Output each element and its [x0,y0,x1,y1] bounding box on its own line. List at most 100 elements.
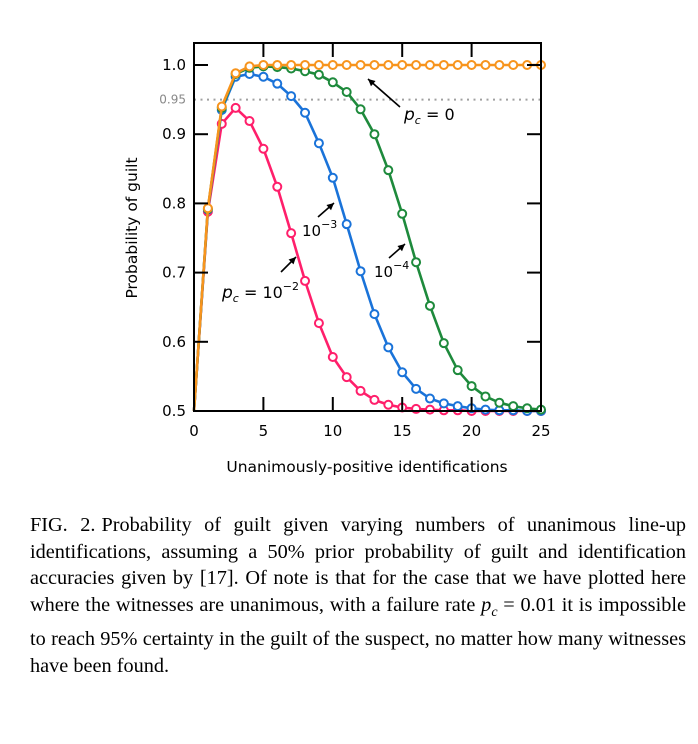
arrow-icon [367,78,401,108]
anno-var: p [403,105,415,125]
data-point [397,60,408,70]
data-point [480,404,491,415]
y-tick-label: 0.9 [162,125,186,143]
data-point [438,398,449,409]
data-point [508,60,519,70]
y-axis-title: Probability of guilt [123,157,141,298]
data-point [424,393,435,404]
caption-math-eq: = 0.01 [497,593,556,616]
annotation-label: pc = 0 [403,105,455,127]
x-tick-label: 15 [393,422,412,440]
y-tick-label: 0.5 [162,402,186,420]
x-tick-label: 10 [323,422,342,440]
data-point [258,60,269,70]
data-point [369,129,380,140]
annotation-pc-10-4: 10−4 [374,243,409,281]
plot-frame [193,42,542,412]
y-tick-label: 0.7 [162,264,186,282]
data-point [230,102,241,113]
y-tick-label: 1.0 [162,56,186,74]
data-point [480,391,491,402]
arrow-head-icon [397,244,405,252]
data-point [383,60,394,70]
data-point [300,60,311,70]
data-point [244,61,255,72]
data-point [341,86,352,97]
data-point [438,60,449,70]
annotation-layer: pc = 010−310−4pc = 10−2 [221,78,455,305]
data-point [355,266,366,277]
data-point [397,367,408,378]
data-point [452,365,463,376]
anno-text: 10 [374,263,393,281]
anno-sub: c [415,114,421,127]
series-layer [192,60,546,416]
chart: 0.95 0 5 10 15 20 250.50.60.70.80.91.0 pc = 0… [123,42,551,476]
data-point [411,257,422,268]
data-point [411,383,422,394]
data-point [327,172,338,183]
data-point [286,228,297,239]
data-point [272,78,283,89]
anno-sup: −2 [283,280,299,293]
data-point [300,275,311,286]
reference-line-layer: 0.95 [159,93,541,107]
annotation-pc-10-2: pc = 10−2 [221,256,299,305]
data-point [508,401,519,412]
caption-math-sub: c [491,604,498,620]
data-point [202,203,213,214]
data-point [272,181,283,192]
data-point [452,401,463,412]
x-tick-label: 5 [259,422,269,440]
caption-text-1: Probability of guilt given varying numbe… [30,514,686,616]
data-point [313,69,324,80]
anno-sup: −4 [393,259,409,272]
arrow-head-icon [368,79,376,87]
data-point [258,71,269,82]
caption-math-var: pc [481,593,497,620]
data-point [300,107,311,118]
caption-text-2: it is impossible to reach 95% certainty … [30,593,686,678]
data-point [369,394,380,405]
y-tick-label: 0.8 [162,194,186,212]
data-point [369,60,380,70]
caption-math-p: p [481,593,492,616]
data-point [355,60,366,70]
data-point [383,342,394,353]
annotation-pc-10-3: 10−3 [302,202,337,240]
x-tick-label: 0 [189,422,199,440]
data-point [466,381,477,392]
data-point [230,68,241,79]
anno-text: 10 [302,222,321,240]
data-point [466,60,477,70]
data-point [286,60,297,70]
figure-label: FIG. 2. [30,514,96,536]
annotation-pc-0: pc = 0 [367,78,455,127]
data-point [286,91,297,102]
data-point [383,399,394,410]
data-point [424,300,435,311]
data-point [494,60,505,70]
y-tick-label: 0.6 [162,333,186,351]
data-point [355,385,366,396]
annotation-label: 10−3 [302,218,337,240]
data-point [494,397,505,408]
anno-sup: −3 [321,218,337,231]
annotation-label: pc = 10−2 [221,280,299,305]
anno-text: = 0 [421,105,455,124]
anno-var: p [221,283,233,303]
series-pc-10-2 [192,102,546,416]
data-point [424,404,435,415]
data-point [369,309,380,320]
x-tick-label: 25 [531,422,550,440]
data-point [383,165,394,176]
x-axis-title: Unanimously-positive identifications [226,458,507,476]
data-point [313,318,324,329]
data-point [452,60,463,70]
figure-caption: FIG. 2. Probability of guilt given varyin… [30,512,686,680]
data-point [341,60,352,70]
data-point [480,60,491,70]
x-tick-label: 20 [462,422,481,440]
data-point [327,60,338,70]
series-pc-0 [192,60,546,412]
